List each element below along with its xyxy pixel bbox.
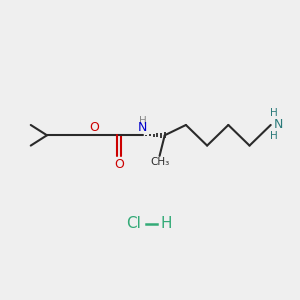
Text: H: H bbox=[270, 109, 278, 118]
Text: O: O bbox=[89, 121, 99, 134]
Text: CH₃: CH₃ bbox=[150, 157, 169, 167]
Text: N: N bbox=[138, 121, 147, 134]
Text: Cl: Cl bbox=[126, 216, 141, 231]
Text: H: H bbox=[160, 216, 172, 231]
Text: H: H bbox=[270, 131, 278, 141]
Text: O: O bbox=[114, 158, 124, 171]
Text: H: H bbox=[139, 116, 146, 126]
Text: N: N bbox=[274, 118, 283, 131]
